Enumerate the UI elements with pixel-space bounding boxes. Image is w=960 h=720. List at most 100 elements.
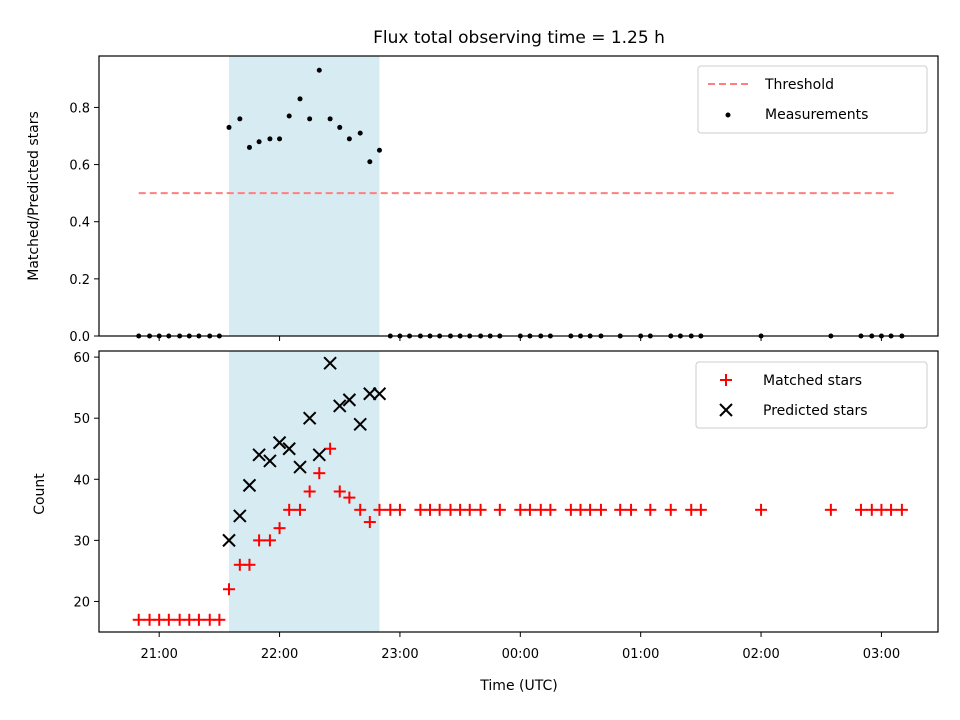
top-ytick-label: 0.8 xyxy=(69,101,90,116)
matched-star-point xyxy=(625,503,638,516)
matched-star-point xyxy=(584,503,597,516)
measurement-point xyxy=(226,124,232,130)
xtick-label: 01:00 xyxy=(622,647,659,662)
matched-star-point xyxy=(313,467,326,480)
matched-star-point xyxy=(273,522,286,535)
matched-star-point xyxy=(343,491,356,504)
matched-star-point xyxy=(253,534,266,547)
measurement-point xyxy=(376,147,382,153)
predicted-star-point xyxy=(293,460,307,474)
matched-star-point xyxy=(283,503,296,516)
measurement-point xyxy=(316,67,322,73)
predicted-star-point xyxy=(263,454,277,468)
matched-star-point xyxy=(694,503,707,516)
bottom-plot-area: 20 30 40 50 60 21:00 22:00 23:00 00:00 01:00 02:00… xyxy=(73,350,939,662)
measurement-point xyxy=(367,159,373,165)
predicted-star-point xyxy=(342,393,357,407)
matched-star-point xyxy=(644,503,657,516)
matched-star-point xyxy=(303,485,316,498)
predicted-star-point xyxy=(333,399,347,413)
predicted-star-point xyxy=(302,411,317,425)
predicted-star-point xyxy=(242,478,257,493)
matched-star-point xyxy=(354,503,367,516)
chart-title: Flux total observing time = 1.25 h xyxy=(373,28,665,48)
measurement-point xyxy=(286,113,292,119)
top-ylabel: Matched/Predicted stars xyxy=(26,111,42,281)
bottom-ytick-label: 50 xyxy=(73,412,90,427)
matched-star-point xyxy=(493,503,506,516)
matched-star-point xyxy=(213,613,226,626)
matched-star-point xyxy=(294,503,307,516)
matched-star-point xyxy=(393,503,406,516)
bottom-series-1 xyxy=(222,356,387,548)
bottom-ylabel: Count xyxy=(32,473,48,515)
matched-star-point xyxy=(755,503,768,516)
top-ytick-label: 0.2 xyxy=(69,273,90,288)
matched-star-point xyxy=(192,613,205,626)
measurement-point xyxy=(277,136,283,142)
matched-star-point xyxy=(523,503,536,516)
matched-star-point xyxy=(474,503,487,516)
predicted-star-point xyxy=(363,387,377,401)
xtick-label: 03:00 xyxy=(863,647,900,662)
top-series-1 xyxy=(136,67,905,339)
matched-star-point xyxy=(854,503,867,516)
top-ytick-label: 0.6 xyxy=(69,159,90,174)
matched-star-point xyxy=(373,503,386,516)
measurement-point xyxy=(237,116,243,122)
legend-measurement-marker xyxy=(725,112,731,118)
measurement-point xyxy=(346,136,352,142)
x-axis-label: Time (UTC) xyxy=(479,678,557,694)
xtick-label: 22:00 xyxy=(261,647,298,662)
matched-star-point xyxy=(363,516,376,529)
top-ytick-label: 0.0 xyxy=(69,330,90,345)
top-ytick-label: 0.4 xyxy=(69,216,90,231)
legend-predicted-marker xyxy=(719,403,733,417)
bottom-ytick-label: 20 xyxy=(73,595,90,610)
measurement-point xyxy=(256,139,262,145)
predicted-star-point xyxy=(272,435,287,450)
measurement-point xyxy=(246,144,252,150)
top-plot-area: 0.0 0.2 0.4 0.6 0.8 xyxy=(69,55,939,345)
predicted-star-point xyxy=(222,533,236,548)
top-observing-span xyxy=(229,56,380,336)
matched-star-point xyxy=(243,558,256,571)
legend-predicted-label: Predicted stars xyxy=(763,403,868,419)
top-panel: Matched/Predicted stars 0.00.20.40.60.8 … xyxy=(26,55,939,345)
measurement-point xyxy=(357,130,363,136)
matched-star-point xyxy=(895,503,908,516)
measurement-point xyxy=(307,116,313,122)
bottom-ytick-label: 60 xyxy=(73,351,90,366)
legend-measurements-label: Measurements xyxy=(765,107,868,123)
bottom-ytick-label: 30 xyxy=(73,534,90,549)
measurement-point xyxy=(297,96,303,102)
bottom-legend: Matched stars Predicted stars xyxy=(695,361,928,429)
xtick-label: 00:00 xyxy=(502,647,539,662)
predicted-star-point xyxy=(252,448,266,462)
measurement-point xyxy=(337,124,343,130)
matched-star-point xyxy=(324,442,337,455)
predicted-star-point xyxy=(233,509,247,523)
matched-star-point xyxy=(433,503,446,516)
predicted-star-point xyxy=(312,448,326,462)
matched-star-point xyxy=(223,583,236,596)
matched-star-point xyxy=(463,503,476,516)
legend-threshold-label: Threshold xyxy=(764,77,834,93)
xtick-label: 23:00 xyxy=(381,647,418,662)
matched-star-point xyxy=(333,485,346,498)
top-legend: Threshold Measurements xyxy=(697,65,928,134)
matched-star-point xyxy=(885,503,898,516)
predicted-star-point xyxy=(323,356,337,370)
xtick-label: 21:00 xyxy=(140,647,177,662)
bottom-series-0 xyxy=(132,442,908,626)
predicted-star-point xyxy=(353,417,367,432)
bottom-axes-frame xyxy=(98,350,939,633)
matched-star-point xyxy=(614,503,627,516)
matched-star-point xyxy=(824,503,837,516)
matched-star-point xyxy=(263,534,276,547)
matched-star-point xyxy=(544,503,557,516)
top-legend-box xyxy=(697,65,928,134)
matched-star-point xyxy=(162,613,175,626)
matched-star-point xyxy=(594,503,607,516)
